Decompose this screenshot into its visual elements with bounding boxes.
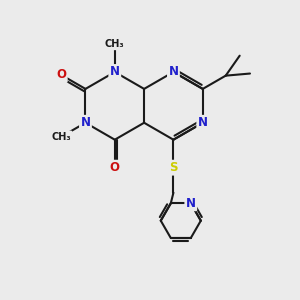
Text: N: N (168, 65, 178, 79)
Text: N: N (80, 116, 91, 129)
Text: N: N (110, 65, 120, 79)
Text: CH₃: CH₃ (51, 132, 71, 142)
Text: CH₃: CH₃ (105, 39, 124, 49)
Text: S: S (169, 161, 178, 174)
Text: N: N (186, 197, 196, 210)
Text: O: O (56, 68, 66, 81)
Text: N: N (198, 116, 208, 129)
Text: O: O (110, 161, 120, 174)
